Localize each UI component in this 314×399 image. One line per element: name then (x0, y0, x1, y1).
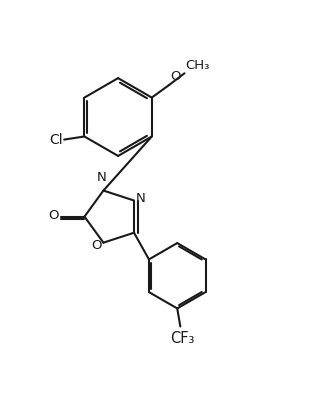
Text: N: N (136, 192, 146, 205)
Text: Cl: Cl (50, 132, 63, 146)
Text: O: O (91, 239, 102, 252)
Text: N: N (97, 171, 107, 184)
Text: O: O (170, 70, 181, 83)
Text: O: O (48, 209, 59, 221)
Text: CF₃: CF₃ (170, 331, 194, 346)
Text: CH₃: CH₃ (185, 59, 210, 72)
